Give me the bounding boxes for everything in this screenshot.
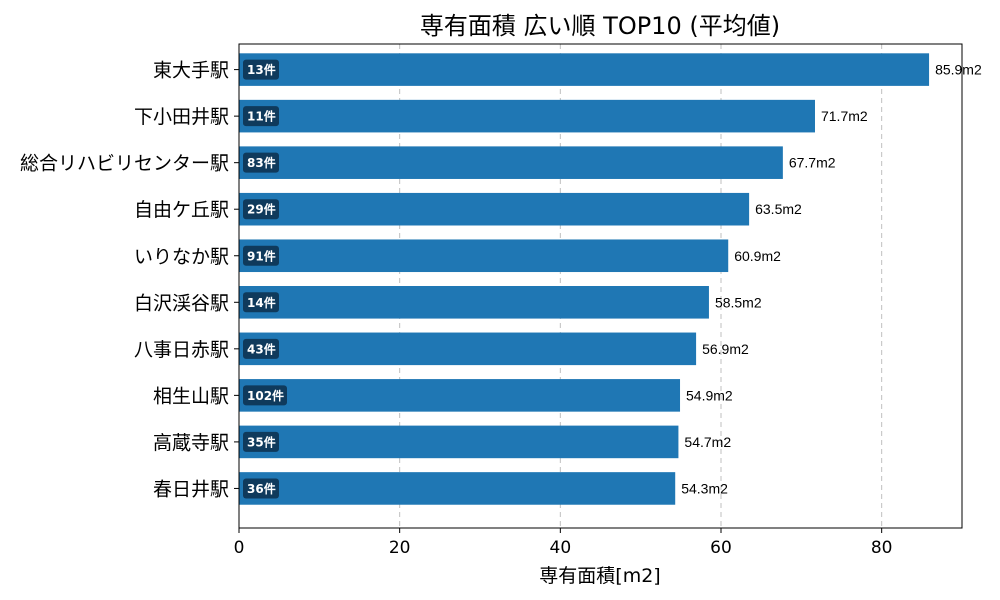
count-badge <box>243 199 279 220</box>
value-label: 58.5m2 <box>715 294 762 310</box>
count-badge <box>243 245 279 266</box>
category-label: 相生山駅 <box>153 385 229 407</box>
bar <box>239 286 709 319</box>
value-label: 85.9m2 <box>935 62 982 78</box>
count-label: 102件 <box>247 388 284 403</box>
plot-frame <box>238 43 963 529</box>
count-label: 29件 <box>247 202 276 217</box>
x-axis-label: 専有面積[m2] <box>539 565 660 587</box>
x-tick-label: 80 <box>871 538 893 558</box>
bar <box>239 99 815 133</box>
x-tick-label: 40 <box>550 538 572 558</box>
category-label: 下小田井駅 <box>134 106 229 128</box>
x-axis-ticks: 0 20 40 60 80 <box>234 528 893 558</box>
value-label: 60.9m2 <box>734 248 781 264</box>
count-badge <box>243 385 287 406</box>
count-label: 14件 <box>247 295 276 310</box>
x-tick-label: 60 <box>710 538 732 558</box>
category-label: 白沢渓谷駅 <box>134 292 229 314</box>
bar <box>239 332 697 366</box>
value-label: 54.3m2 <box>681 480 728 496</box>
count-label: 13件 <box>247 62 276 77</box>
count-label: 83件 <box>247 155 276 170</box>
bar <box>239 239 729 273</box>
bar <box>239 379 681 412</box>
count-label: 43件 <box>247 341 276 356</box>
bars: 13件 85.9m2 11件 71.7m2 83件 67.7m2 29件 63.5m2 91件 6… <box>239 53 982 505</box>
bar <box>239 192 750 226</box>
count-badge <box>243 59 279 80</box>
value-label: 54.9m2 <box>686 387 733 403</box>
bar <box>239 146 783 179</box>
bar <box>239 53 930 86</box>
value-label: 56.9m2 <box>702 341 749 357</box>
category-label: 八事日赤駅 <box>134 339 229 361</box>
count-badge <box>243 431 279 452</box>
bar <box>239 472 676 505</box>
category-label: 自由ケ丘駅 <box>134 199 229 221</box>
category-label: 春日井駅 <box>153 478 229 500</box>
count-label: 36件 <box>247 481 276 496</box>
value-label: 67.7m2 <box>789 155 836 171</box>
category-label: 東大手駅 <box>153 60 229 82</box>
chart-title: 専有面積 広い順 TOP10 (平均値) <box>420 12 780 40</box>
count-label: 11件 <box>247 109 276 124</box>
value-label: 71.7m2 <box>821 108 868 124</box>
value-label: 63.5m2 <box>755 201 802 217</box>
value-label: 54.7m2 <box>684 434 731 450</box>
count-badge <box>243 338 279 359</box>
count-label: 91件 <box>247 248 276 263</box>
x-tick-label: 20 <box>389 538 411 558</box>
category-label: 総合リハビリセンター駅 <box>20 153 229 175</box>
count-label: 35件 <box>247 434 276 449</box>
count-badge <box>243 292 279 313</box>
category-labels: 東大手駅下小田井駅総合リハビリセンター駅自由ケ丘駅いりなか駅白沢渓谷駅八事日赤駅… <box>20 60 239 500</box>
category-label: 高蔵寺駅 <box>153 432 229 454</box>
count-badge <box>243 152 279 173</box>
count-badge <box>243 106 279 127</box>
bar <box>239 425 679 459</box>
count-badge <box>243 478 279 499</box>
category-label: いりなか駅 <box>134 246 229 268</box>
x-tick-label: 0 <box>234 538 245 558</box>
